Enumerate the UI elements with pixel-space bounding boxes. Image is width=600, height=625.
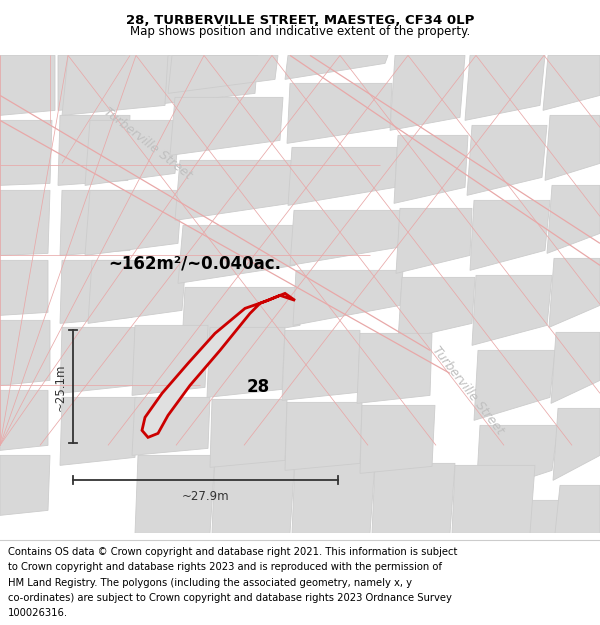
Polygon shape [547, 186, 600, 253]
Polygon shape [467, 126, 547, 196]
Polygon shape [210, 399, 287, 468]
Polygon shape [285, 56, 388, 79]
Text: ~25.1m: ~25.1m [54, 363, 67, 411]
Text: 28: 28 [247, 378, 269, 396]
Polygon shape [0, 56, 55, 116]
Polygon shape [476, 426, 558, 496]
Polygon shape [555, 486, 600, 533]
Polygon shape [60, 191, 132, 256]
Polygon shape [551, 332, 600, 403]
Polygon shape [132, 326, 208, 396]
Polygon shape [360, 406, 435, 473]
Polygon shape [175, 161, 294, 221]
Polygon shape [0, 391, 48, 451]
Polygon shape [290, 211, 400, 266]
Polygon shape [88, 261, 186, 323]
Text: Contains OS data © Crown copyright and database right 2021. This information is : Contains OS data © Crown copyright and d… [8, 547, 457, 557]
Polygon shape [212, 456, 295, 533]
Polygon shape [372, 463, 455, 533]
Polygon shape [165, 56, 258, 103]
Polygon shape [60, 261, 134, 323]
Polygon shape [465, 56, 545, 121]
Polygon shape [58, 56, 125, 111]
Polygon shape [474, 351, 555, 421]
Polygon shape [85, 191, 182, 256]
Polygon shape [178, 226, 298, 283]
Text: Map shows position and indicative extent of the property.: Map shows position and indicative extent… [130, 25, 470, 38]
Polygon shape [470, 201, 550, 271]
Polygon shape [142, 293, 295, 438]
Polygon shape [549, 258, 600, 328]
Polygon shape [60, 398, 137, 466]
Polygon shape [0, 261, 48, 316]
Text: 100026316.: 100026316. [8, 608, 68, 618]
Polygon shape [282, 331, 360, 401]
Text: HM Land Registry. The polygons (including the associated geometry, namely x, y: HM Land Registry. The polygons (includin… [8, 578, 412, 587]
Text: Turberville Street: Turberville Street [101, 105, 194, 182]
Polygon shape [207, 328, 285, 398]
Text: to Crown copyright and database rights 2023 and is reproduced with the permissio: to Crown copyright and database rights 2… [8, 562, 442, 572]
Polygon shape [285, 402, 362, 471]
Polygon shape [390, 56, 465, 131]
Polygon shape [452, 466, 535, 533]
Polygon shape [135, 456, 215, 533]
Polygon shape [543, 56, 600, 111]
Polygon shape [357, 333, 432, 403]
Polygon shape [58, 116, 130, 186]
Polygon shape [170, 98, 283, 156]
Text: co-ordinates) are subject to Crown copyright and database rights 2023 Ordnance S: co-ordinates) are subject to Crown copyr… [8, 593, 452, 603]
Polygon shape [292, 461, 375, 533]
Polygon shape [293, 271, 403, 326]
Polygon shape [396, 208, 472, 273]
Polygon shape [60, 328, 135, 393]
Polygon shape [0, 191, 50, 256]
Polygon shape [62, 56, 170, 116]
Text: 28, TURBERVILLE STREET, MAESTEG, CF34 0LP: 28, TURBERVILLE STREET, MAESTEG, CF34 0L… [126, 14, 474, 28]
Polygon shape [472, 276, 552, 346]
Polygon shape [553, 408, 600, 481]
Polygon shape [545, 116, 600, 181]
Polygon shape [0, 456, 50, 516]
Polygon shape [0, 121, 52, 186]
Text: Turberville Street: Turberville Street [430, 344, 506, 437]
Polygon shape [478, 501, 600, 533]
Polygon shape [85, 121, 180, 186]
Text: ~27.9m: ~27.9m [182, 491, 229, 503]
Polygon shape [288, 148, 397, 206]
Polygon shape [398, 278, 475, 341]
Polygon shape [132, 398, 210, 456]
Text: ~162m²/~0.040ac.: ~162m²/~0.040ac. [108, 254, 281, 272]
Polygon shape [0, 321, 50, 386]
Polygon shape [182, 288, 302, 346]
Polygon shape [168, 56, 278, 93]
Polygon shape [394, 136, 468, 203]
Polygon shape [287, 83, 392, 143]
